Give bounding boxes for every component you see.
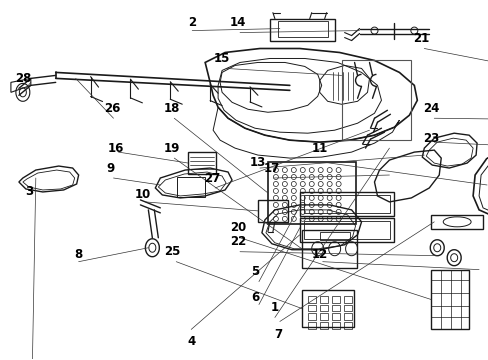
Text: 20: 20 <box>229 221 245 234</box>
Text: 1: 1 <box>270 301 278 314</box>
Bar <box>301 230 356 268</box>
Bar <box>301 289 353 328</box>
Bar <box>341 60 410 140</box>
Text: 17: 17 <box>263 162 280 175</box>
Text: 27: 27 <box>203 171 220 185</box>
Bar <box>343 314 351 320</box>
Bar <box>307 296 315 302</box>
Text: 22: 22 <box>229 235 245 248</box>
Bar <box>307 305 315 311</box>
Text: 19: 19 <box>164 141 180 155</box>
Bar <box>331 314 339 320</box>
Bar <box>343 296 351 302</box>
Text: 13: 13 <box>249 156 265 168</box>
Bar <box>331 305 339 311</box>
Bar <box>307 323 315 329</box>
Text: 6: 6 <box>250 291 259 304</box>
Text: 10: 10 <box>134 188 150 202</box>
Bar <box>343 323 351 329</box>
Bar <box>319 296 327 302</box>
Bar <box>430 215 482 229</box>
Text: 8: 8 <box>74 248 82 261</box>
Bar <box>331 323 339 329</box>
Bar <box>319 305 327 311</box>
Bar <box>277 21 327 37</box>
Bar <box>307 314 315 320</box>
Text: 9: 9 <box>106 162 114 175</box>
Text: 14: 14 <box>229 16 246 29</box>
Text: 12: 12 <box>311 248 327 261</box>
Text: 11: 11 <box>311 141 327 155</box>
Text: 26: 26 <box>104 102 121 115</box>
Bar <box>177 177 205 197</box>
Text: 25: 25 <box>164 245 180 258</box>
Text: 7: 7 <box>273 328 282 341</box>
Bar <box>258 200 287 222</box>
Text: 24: 24 <box>422 102 439 115</box>
Text: 15: 15 <box>213 52 230 65</box>
Text: 18: 18 <box>164 102 180 115</box>
Bar <box>299 192 394 216</box>
Text: 4: 4 <box>187 335 195 348</box>
Bar <box>303 221 389 239</box>
Bar <box>269 19 334 41</box>
Text: 16: 16 <box>107 141 123 155</box>
Text: 21: 21 <box>412 32 428 45</box>
Bar <box>319 314 327 320</box>
Bar <box>430 270 468 329</box>
Text: 5: 5 <box>250 265 259 278</box>
Bar <box>319 323 327 329</box>
Text: 2: 2 <box>188 16 196 29</box>
Text: 28: 28 <box>15 72 31 85</box>
Bar <box>188 152 216 174</box>
Bar <box>319 232 349 240</box>
Bar <box>331 296 339 302</box>
Bar <box>299 218 394 242</box>
Bar <box>303 195 389 213</box>
Bar <box>343 305 351 311</box>
Text: 3: 3 <box>25 185 33 198</box>
Text: 23: 23 <box>422 132 439 145</box>
Bar <box>267 162 355 224</box>
